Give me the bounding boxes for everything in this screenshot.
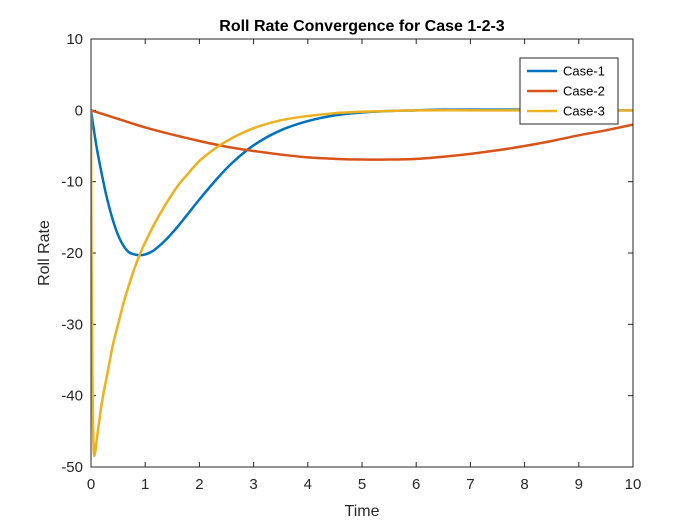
x-tick-label: 3 [249,476,257,493]
x-tick-label: 9 [575,476,583,493]
legend-box [519,57,619,125]
legend: Case-1 Case-2 Case-3 [519,57,619,125]
legend-label: Case-2 [563,84,605,99]
x-tick-label: 8 [520,476,528,493]
y-tick-label: 0 [75,102,83,119]
x-tick-label: 2 [195,476,203,493]
axis-ticks [90,38,634,468]
y-tick-label: -10 [61,174,83,191]
x-tick-label: 6 [412,476,420,493]
legend-label: Case-3 [563,104,605,119]
x-tick-label: 10 [625,476,642,493]
chart-title: Roll Rate Convergence for Case 1-2-3 [219,18,505,35]
series-line-case-3 [91,109,633,458]
x-tick-label: 1 [141,476,149,493]
y-tick-label: -20 [61,245,83,262]
series-line-case-2 [91,109,633,161]
x-axis-label: Time [345,503,380,520]
plot-border [90,38,634,468]
tick-labels: 0 1 2 3 4 5 6 7 8 9 10 -50 -40 -30 -20 -10 0 10 [61,31,641,493]
x-tick-label: 0 [87,476,95,493]
y-tick-label: 10 [66,31,83,48]
x-tick-label: 7 [466,476,474,493]
x-tick-label: 5 [358,476,366,493]
y-axis-label: Roll Rate [36,220,53,286]
y-tick-label: -30 [61,316,83,333]
legend-label: Case-1 [563,64,605,79]
series-lines [91,108,633,458]
x-tick-label: 4 [304,476,312,493]
y-tick-label: -50 [61,459,83,476]
y-tick-label: -40 [61,388,83,405]
